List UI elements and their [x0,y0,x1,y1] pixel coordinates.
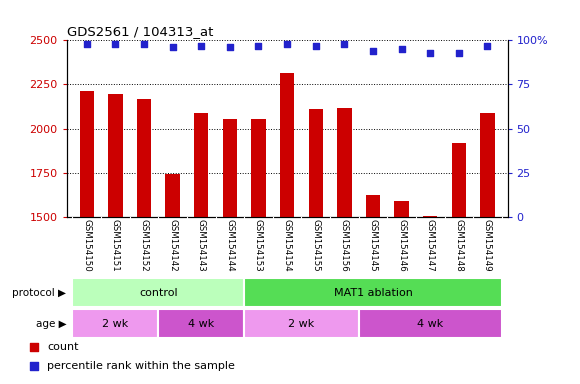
Text: GSM154146: GSM154146 [397,219,406,271]
Text: GSM154147: GSM154147 [426,219,435,271]
Bar [358,309,502,338]
Bar [72,278,244,307]
Bar [280,73,294,217]
Bar [394,201,409,217]
Point [82,41,92,47]
Text: GSM154155: GSM154155 [311,219,320,271]
Text: MAT1 ablation: MAT1 ablation [334,288,412,298]
Point [168,44,177,50]
Text: count: count [48,341,79,352]
Text: percentile rank within the sample: percentile rank within the sample [48,361,235,371]
Point [197,43,206,49]
Text: GSM154150: GSM154150 [82,219,91,271]
Text: GSM154144: GSM154144 [226,219,234,271]
Point [254,43,263,49]
Text: GDS2561 / 104313_at: GDS2561 / 104313_at [67,25,213,38]
Bar [452,143,466,217]
Point [282,41,292,47]
Point [397,46,406,52]
Bar [244,309,358,338]
Text: GSM154152: GSM154152 [139,219,148,271]
Text: GSM154145: GSM154145 [368,219,378,271]
Text: 4 wk: 4 wk [417,318,443,329]
Point [368,48,378,54]
Text: GSM154143: GSM154143 [197,219,206,271]
Bar [366,195,380,217]
Bar [165,174,180,217]
Bar [72,309,158,338]
Text: age ▶: age ▶ [35,318,66,329]
Text: protocol ▶: protocol ▶ [12,288,66,298]
Bar [223,119,237,217]
Bar [137,99,151,217]
Bar [158,309,244,338]
Point [225,44,234,50]
Text: GSM154142: GSM154142 [168,219,177,271]
Text: GSM154154: GSM154154 [282,219,292,271]
Text: GSM154151: GSM154151 [111,219,120,271]
Point [311,43,320,49]
Bar [309,109,323,217]
Bar [194,113,208,217]
Text: 2 wk: 2 wk [102,318,129,329]
Point [454,50,463,56]
Point [483,43,492,49]
Bar [79,91,94,217]
Point [340,41,349,47]
Text: GSM154148: GSM154148 [454,219,463,271]
Text: GSM154153: GSM154153 [254,219,263,271]
Text: 4 wk: 4 wk [188,318,215,329]
Point [29,362,38,369]
Text: 2 wk: 2 wk [288,318,314,329]
Bar [108,94,122,217]
Point [111,41,120,47]
Bar [480,113,495,217]
Point [139,41,148,47]
Text: GSM154156: GSM154156 [340,219,349,271]
Bar [251,119,266,217]
Bar [244,278,502,307]
Text: control: control [139,288,177,298]
Bar [423,216,437,217]
Text: GSM154149: GSM154149 [483,219,492,271]
Point [29,344,38,349]
Point [426,50,435,56]
Bar [337,108,351,217]
